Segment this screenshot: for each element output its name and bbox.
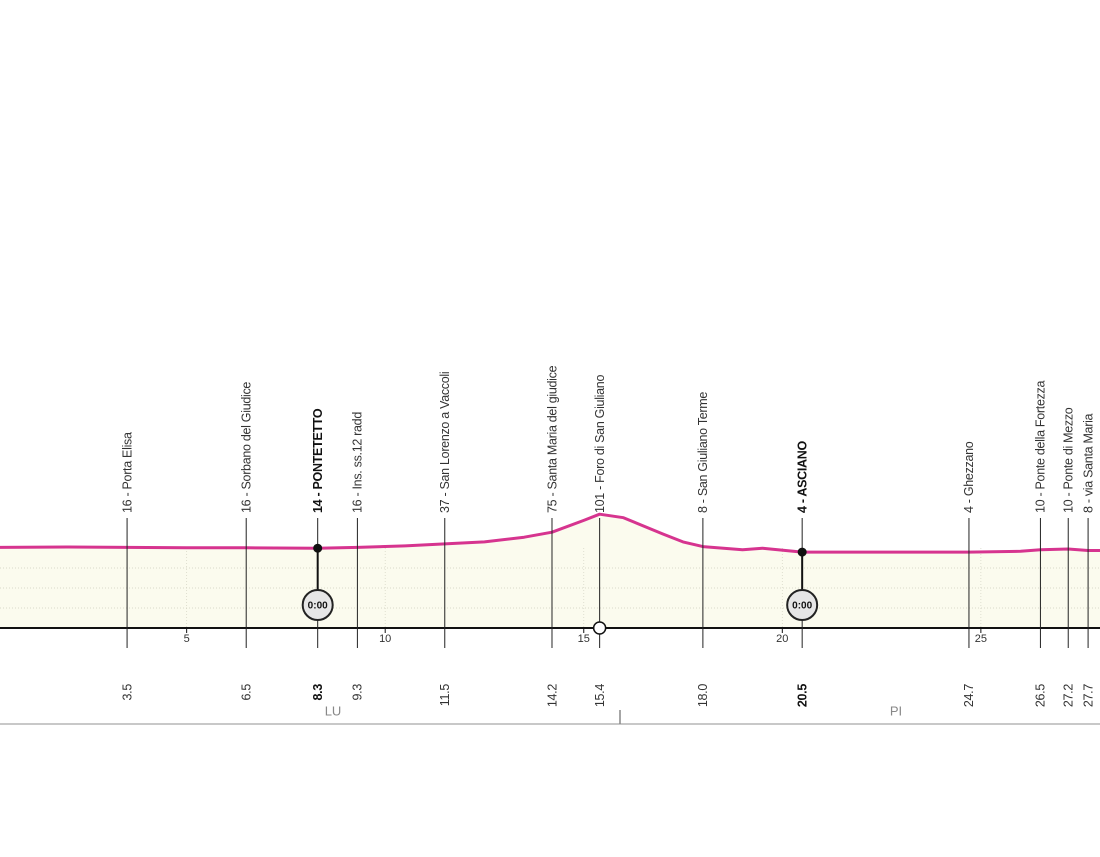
waypoint-label: 10 - Ponte di Mezzo (1062, 407, 1076, 513)
waypoint-km: 3.5 (120, 684, 134, 701)
waypoint-km: 8.3 (311, 684, 325, 701)
area-guides (0, 567, 1100, 609)
x-tick-label: 15 (578, 633, 590, 645)
x-tick-label: 25 (975, 633, 987, 645)
waypoint-km: 20.5 (795, 684, 809, 707)
timecheck-label: 0:00 (308, 601, 328, 612)
waypoint-km: 9.3 (351, 684, 365, 701)
waypoint-km: 6.5 (240, 684, 254, 701)
waypoint-km: 27.2 (1062, 684, 1076, 707)
x-tick-label: 10 (379, 633, 391, 645)
waypoint-label: 14 - PONTETETTO (311, 408, 325, 513)
waypoint-km: 11.5 (438, 684, 452, 707)
tunnel-icon (592, 621, 607, 635)
waypoint-label: 10 - Ponte della Fortezza (1034, 380, 1048, 513)
timecheck-badge (786, 589, 819, 621)
waypoint-km: 15.4 (593, 684, 607, 707)
waypoint-label: 16 - Porta Elisa (120, 432, 134, 513)
waypoint-label: 101 - Foro di San Giuliano (593, 375, 607, 513)
waypoint-label: 16 - Sorbano del Giudice (240, 382, 254, 513)
waypoint-label: 8 - San Giuliano Terme (696, 392, 710, 513)
waypoint-km: 26.5 (1034, 684, 1048, 707)
waypoint-km: 24.7 (962, 684, 976, 707)
waypoint-label: 37 - San Lorenzo a Vaccoli (438, 372, 452, 513)
waypoint-label: 4 - Ghezzano (962, 441, 976, 513)
x-tick-label: 5 (184, 633, 190, 645)
waypoint-label: 4 - ASCIANO (795, 440, 809, 513)
profile-area (0, 514, 1100, 628)
timecheck-badge (301, 589, 334, 621)
waypoint-km: 14.2 (545, 684, 559, 707)
waypoint-label: 8 - via Santa Maria (1081, 413, 1095, 513)
waypoint-km: 18.0 (696, 684, 710, 707)
x-tick-label: 20 (776, 633, 788, 645)
timecheck-label: 0:00 (792, 601, 812, 612)
waypoint-km: 27.7 (1081, 684, 1095, 707)
profile-line (0, 512, 1100, 554)
region-label: LU (325, 703, 342, 718)
waypoint-label: 16 - Ins. ss.12 radd (351, 412, 365, 513)
waypoint-label: 75 - Santa Maria del giudice (545, 365, 559, 513)
region-label: PI (890, 703, 902, 718)
